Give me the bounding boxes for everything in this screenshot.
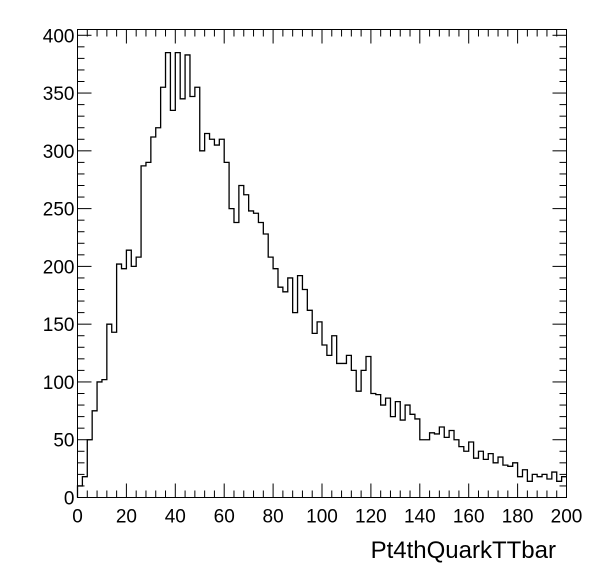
y-tick-label: 50 xyxy=(53,431,74,452)
x-tick-label: 20 xyxy=(116,507,137,528)
x-tick-label: 60 xyxy=(214,507,235,528)
histogram-series-line xyxy=(76,51,567,498)
plot-frame xyxy=(77,29,567,498)
y-tick-label: 300 xyxy=(43,142,75,163)
y-tick-label: 0 xyxy=(64,489,75,510)
y-tick-label: 200 xyxy=(43,257,75,278)
x-tick-label: 160 xyxy=(453,507,485,528)
x-tick-labels: 0 20 40 60 80 100 120 140 160 180 200 xyxy=(72,507,582,528)
y-tick-labels: 0 50 100 150 200 250 300 350 400 xyxy=(43,26,75,509)
y-tick-label: 400 xyxy=(43,26,75,47)
y-tick-label: 250 xyxy=(43,200,75,221)
x-tick-label: 180 xyxy=(502,507,534,528)
x-tick-label: 80 xyxy=(263,507,284,528)
x-tick-label: 200 xyxy=(551,507,583,528)
y-tick-label: 100 xyxy=(43,373,75,394)
x-tick-label: 0 xyxy=(72,507,83,528)
y-tick-label: 350 xyxy=(43,84,75,105)
axis-ticks xyxy=(77,29,567,498)
x-axis-title: Pt4thQuarkTTbar xyxy=(371,537,556,564)
x-tick-label: 140 xyxy=(404,507,436,528)
x-tick-label: 40 xyxy=(165,507,186,528)
y-tick-label: 150 xyxy=(43,315,75,336)
x-tick-label: 100 xyxy=(306,507,338,528)
x-tick-label: 120 xyxy=(355,507,387,528)
